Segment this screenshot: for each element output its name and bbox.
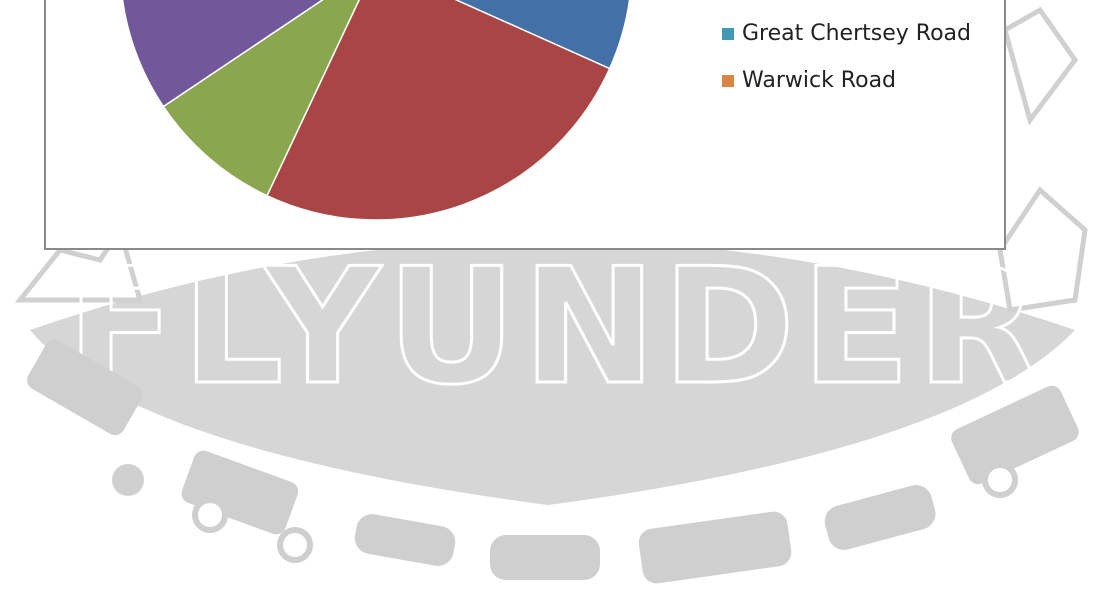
legend-label: Great Chertsey Road — [742, 21, 971, 46]
car — [490, 535, 600, 580]
logo-text: FLYUNDER — [66, 233, 1045, 420]
logo-shape — [30, 240, 1075, 505]
bus — [638, 511, 792, 584]
legend-marker — [722, 75, 734, 87]
pie — [121, 0, 631, 221]
legend: Great Chertsey Road Warwick Road — [722, 21, 971, 93]
pie-slice — [121, 0, 324, 108]
car — [354, 514, 456, 566]
legend-marker — [722, 28, 734, 40]
background-logo: FLYUNDER — [14, 6, 1088, 584]
vehicles — [27, 339, 1079, 584]
truck — [951, 385, 1079, 485]
wheel — [112, 464, 144, 496]
legend-label: Warwick Road — [742, 68, 896, 93]
pie-slice — [162, 0, 360, 197]
pie-slice — [454, 0, 631, 70]
car — [824, 485, 936, 550]
wheel — [982, 462, 1018, 498]
truck — [181, 450, 299, 535]
building — [997, 186, 1088, 313]
wheel — [277, 527, 313, 563]
pie-slice — [266, 0, 611, 221]
truck — [27, 339, 143, 436]
crane — [1002, 6, 1079, 126]
wheel — [192, 497, 228, 533]
